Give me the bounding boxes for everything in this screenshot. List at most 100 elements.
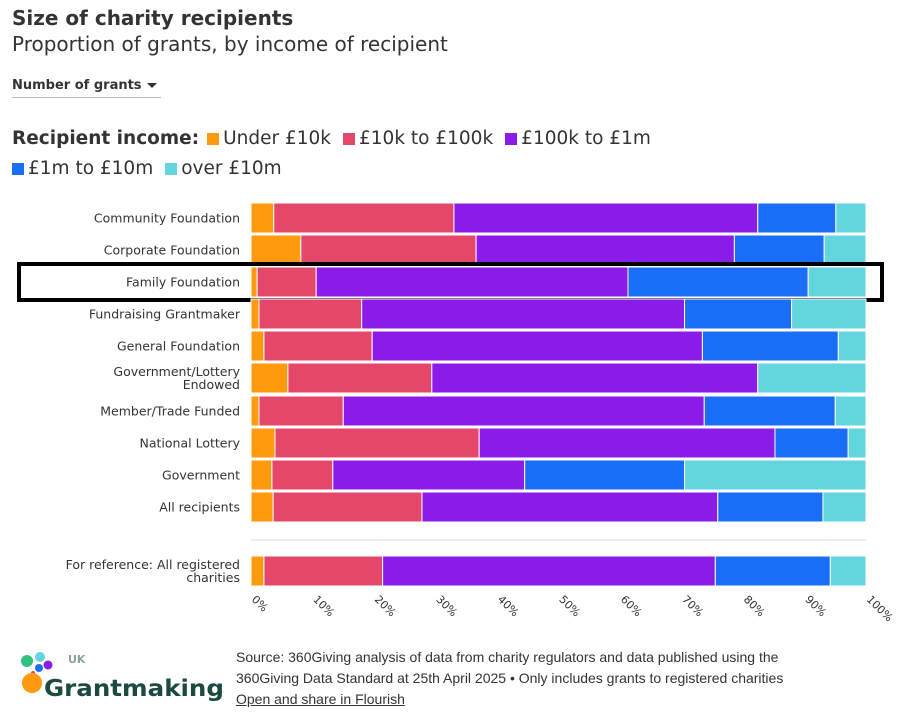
metric-dropdown-value: Number of grants	[12, 78, 142, 93]
bar-segment[interactable]	[823, 234, 867, 266]
bar-row[interactable]: Corporate Foundation	[104, 234, 867, 266]
bar-segment[interactable]	[287, 362, 433, 394]
legend-label: over £10m	[181, 158, 282, 179]
bar-segment[interactable]	[332, 459, 526, 491]
bar-segment[interactable]	[342, 395, 705, 427]
category-label: Family Foundation	[126, 275, 240, 290]
category-label: Member/Trade Funded	[100, 404, 240, 419]
bar-row[interactable]: For reference: All registered charities	[66, 555, 867, 587]
bar-segment[interactable]	[250, 234, 302, 266]
category-label: General Foundation	[117, 339, 240, 354]
bar-segment[interactable]	[733, 234, 825, 266]
bar-segment[interactable]	[684, 459, 867, 491]
bar-row[interactable]: Fundraising Grantmaker	[89, 298, 867, 330]
bar-segment[interactable]	[258, 298, 363, 330]
chart-subtitle: Proportion of grants, by income of recip…	[12, 32, 448, 56]
category-label: Community Foundation	[94, 211, 240, 226]
bar-segment[interactable]	[714, 555, 831, 587]
svg-text:Grantmaking: Grantmaking	[44, 676, 224, 702]
legend-item[interactable]: £100k to £1m	[505, 124, 651, 154]
legend-item[interactable]: £1m to £10m	[12, 154, 153, 184]
bar-segment[interactable]	[822, 491, 867, 523]
bar-segment[interactable]	[250, 202, 275, 234]
bar-segment[interactable]	[627, 266, 809, 298]
bar-segment[interactable]	[684, 298, 793, 330]
bar-row[interactable]: National Lottery	[140, 427, 867, 459]
uk-grantmaking-logo: UK Grantmaking	[18, 650, 228, 702]
x-tick-label: 70%	[679, 593, 705, 619]
bar-row[interactable]: Community Foundation	[94, 202, 867, 234]
bar-segment[interactable]	[250, 330, 265, 362]
bar-segment[interactable]	[807, 266, 867, 298]
x-tick-label: 0%	[249, 593, 271, 615]
category-label: Government	[162, 468, 240, 483]
x-tick-label: 80%	[741, 593, 767, 619]
bar-row[interactable]: All recipients	[159, 491, 867, 523]
legend-item[interactable]: £10k to £100k	[343, 124, 493, 154]
bar-segment[interactable]	[478, 427, 776, 459]
source-note: Source: 360Giving analysis of data from …	[236, 647, 783, 710]
legend-item[interactable]: over £10m	[165, 154, 282, 184]
bar-segment[interactable]	[274, 427, 480, 459]
legend-label: £1m to £10m	[28, 158, 154, 179]
bar-segment[interactable]	[250, 395, 260, 427]
bar-segment[interactable]	[300, 234, 477, 266]
bar-segment[interactable]	[256, 266, 317, 298]
bar-segment[interactable]	[263, 555, 384, 587]
logo-graphic: UK Grantmaking	[21, 652, 224, 702]
bar-segment[interactable]	[475, 234, 735, 266]
bar-row[interactable]: Member/Trade Funded	[100, 395, 867, 427]
flourish-link[interactable]: Open and share in Flourish	[236, 691, 405, 707]
chevron-down-icon	[147, 83, 157, 88]
bar-segment[interactable]	[382, 555, 716, 587]
legend-item[interactable]: Under £10k	[207, 124, 331, 154]
bar-segment[interactable]	[835, 202, 867, 234]
bar-segment[interactable]	[258, 395, 344, 427]
bar-segment[interactable]	[250, 298, 260, 330]
legend-label: £100k to £1m	[521, 128, 651, 149]
legend-swatch	[12, 163, 24, 175]
bar-segment[interactable]	[829, 555, 867, 587]
bar-segment[interactable]	[431, 362, 759, 394]
bar-segment[interactable]	[834, 395, 867, 427]
legend-title: Recipient income:	[12, 128, 200, 149]
bar-segment[interactable]	[453, 202, 759, 234]
bar-row[interactable]: Government	[162, 459, 867, 491]
source-line-2: 360Giving Data Standard at 25th April 20…	[236, 670, 784, 686]
bar-segment[interactable]	[272, 491, 423, 523]
bar-segment[interactable]	[421, 491, 719, 523]
bar-segment[interactable]	[250, 362, 289, 394]
bar-segment[interactable]	[791, 298, 867, 330]
bar-row[interactable]: Family Foundation	[126, 266, 867, 298]
category-label: All recipients	[159, 500, 240, 515]
bar-segment[interactable]	[250, 491, 274, 523]
x-tick-label: 20%	[372, 593, 398, 619]
category-label: For reference: All registered charities	[66, 557, 240, 585]
bar-segment[interactable]	[701, 330, 839, 362]
bar-segment[interactable]	[757, 362, 867, 394]
bar-segment[interactable]	[250, 555, 265, 587]
stacked-bar-chart: Community Foundation Corporate Foundation…	[17, 202, 895, 624]
bar-segment[interactable]	[837, 330, 867, 362]
legend-swatch	[207, 133, 220, 145]
bar-row[interactable]: General Foundation	[117, 330, 867, 362]
x-tick-label: 40%	[495, 593, 521, 619]
bar-segment[interactable]	[271, 459, 334, 491]
bar-segment[interactable]	[847, 427, 867, 459]
bar-segment[interactable]	[774, 427, 849, 459]
bar-segment[interactable]	[361, 298, 686, 330]
bar-segment[interactable]	[250, 266, 258, 298]
bar-segment[interactable]	[263, 330, 373, 362]
bar-segment[interactable]	[250, 427, 276, 459]
bar-row[interactable]: Government/Lottery Endowed	[113, 362, 867, 394]
legend-label: £10k to £100k	[359, 128, 494, 149]
bar-segment[interactable]	[757, 202, 837, 234]
bar-segment[interactable]	[717, 491, 824, 523]
bar-segment[interactable]	[371, 330, 703, 362]
metric-dropdown[interactable]: Number of grants	[12, 78, 161, 98]
bar-segment[interactable]	[703, 395, 836, 427]
bar-segment[interactable]	[315, 266, 629, 298]
bar-segment[interactable]	[273, 202, 455, 234]
bar-segment[interactable]	[250, 459, 273, 491]
bar-segment[interactable]	[524, 459, 686, 491]
